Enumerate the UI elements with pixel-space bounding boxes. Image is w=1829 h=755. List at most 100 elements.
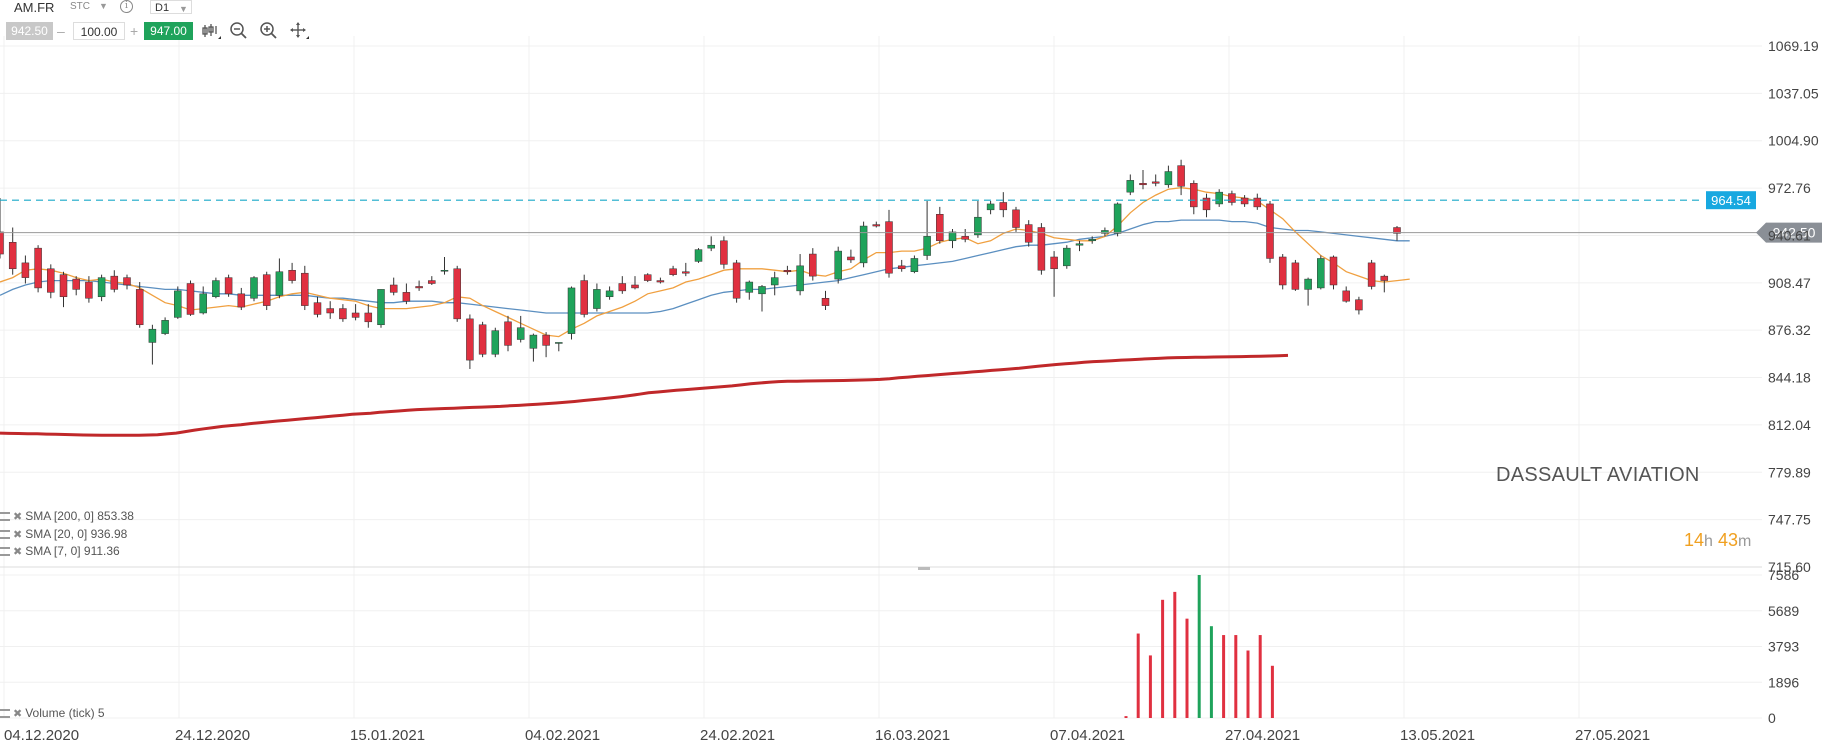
indicator-volume[interactable]: ✖ Volume (tick) 5 <box>0 706 105 720</box>
timeframe-select[interactable]: D1 ▼ <box>150 0 192 14</box>
indicator-label: SMA [20, 0] 936.98 <box>25 527 128 541</box>
candle-body <box>1215 191 1223 205</box>
time-tick-label: 04.12.2020 <box>4 727 79 744</box>
candle-body <box>301 272 309 306</box>
sma-20-layer <box>0 219 1410 314</box>
quantity-input[interactable]: 100.00 <box>73 22 125 40</box>
candle-body <box>1304 278 1312 290</box>
candle-body <box>212 280 220 298</box>
candle-body <box>402 292 411 302</box>
candle-body <box>161 320 169 334</box>
volume-bar <box>1270 665 1274 718</box>
candle-body <box>1164 171 1173 186</box>
candle-body <box>389 284 398 293</box>
candle-body <box>288 269 296 281</box>
candle-body <box>1113 203 1122 234</box>
candle-body <box>897 265 906 270</box>
candle-body <box>148 328 157 343</box>
close-icon[interactable]: ✖ <box>13 529 23 541</box>
candle-body <box>809 253 817 277</box>
settings-icon[interactable] <box>0 530 10 540</box>
candle-body <box>859 225 868 264</box>
zoom-in-icon[interactable] <box>258 20 280 42</box>
candle-body <box>770 277 779 286</box>
candle-body <box>669 268 677 275</box>
candle-body <box>313 302 322 315</box>
candle-body <box>758 286 766 295</box>
symbol-label[interactable]: AM.FR <box>14 0 55 15</box>
candle-body <box>1228 193 1236 203</box>
close-icon[interactable]: ✖ <box>13 511 23 523</box>
candle-body <box>364 312 373 323</box>
market-dropdown-icon[interactable]: ▼ <box>99 1 108 11</box>
settings-icon[interactable] <box>0 512 10 522</box>
zoom-out-icon[interactable] <box>228 20 250 42</box>
candle-body <box>1393 227 1401 234</box>
candle-body <box>174 290 182 318</box>
candle-body <box>262 274 271 306</box>
settings-icon[interactable] <box>0 547 10 557</box>
candle-body <box>1317 258 1325 289</box>
candle-body <box>529 334 538 349</box>
candle-body <box>847 256 855 261</box>
candle-body <box>1177 165 1185 187</box>
candle-body <box>732 262 741 299</box>
candle-body <box>110 275 119 290</box>
close-icon[interactable]: ✖ <box>13 708 23 720</box>
candle-body <box>682 271 690 274</box>
candle-body <box>923 236 931 256</box>
candle-body <box>1050 256 1058 270</box>
timer-hours: 14 <box>1684 530 1705 550</box>
crosshair-icon[interactable] <box>288 20 310 42</box>
buy-price-button[interactable]: 947.00 <box>144 22 193 40</box>
candle-body <box>1253 197 1262 208</box>
price-tick-label: 876.32 <box>1768 322 1811 338</box>
price-tick-label: 908.47 <box>1768 275 1811 291</box>
candle-body <box>351 312 360 318</box>
time-tick-label: 04.02.2021 <box>525 727 600 744</box>
candle-body <box>631 284 639 289</box>
indicator-sma-200[interactable]: ✖ SMA [200, 0] 853.38 <box>0 509 134 523</box>
candle-body <box>377 289 385 326</box>
timer-minutes-unit: m <box>1737 533 1752 550</box>
candle-body <box>986 203 995 211</box>
volume-bar <box>1148 655 1152 718</box>
candle-body <box>199 293 207 314</box>
candle-body <box>948 231 957 242</box>
candle-body <box>491 330 500 355</box>
indicator-sma-7[interactable]: ✖ SMA [7, 0] 911.36 <box>0 544 120 558</box>
candle-body <box>224 277 233 295</box>
candle-body <box>0 231 4 255</box>
market-label: STC <box>70 1 90 12</box>
chart-type-icon[interactable] <box>200 20 222 42</box>
price-tick-label: 747.75 <box>1768 512 1811 528</box>
candle-body <box>59 274 68 298</box>
volume-tick-label: 0 <box>1768 710 1776 726</box>
candle-body <box>1190 183 1198 208</box>
candle-body <box>72 278 80 290</box>
decrease-quantity-button[interactable]: – <box>57 23 65 39</box>
candle-body <box>440 269 449 272</box>
close-icon[interactable]: ✖ <box>13 546 23 558</box>
current-price-label: 942.50 <box>1773 225 1816 241</box>
increase-quantity-button[interactable]: + <box>130 23 139 39</box>
candle-body <box>720 240 728 265</box>
axes: 1069.19 1037.05 1004.90 972.76 940.61 908.47 8… <box>4 38 1819 744</box>
candle-body <box>8 241 17 270</box>
candle-body <box>834 250 842 280</box>
candle-body <box>707 244 715 249</box>
indicator-sma-20[interactable]: ✖ SMA [20, 0] 936.98 <box>0 527 127 541</box>
volume-bar <box>1258 635 1262 718</box>
candle-body <box>1101 230 1109 234</box>
candle-body <box>339 308 347 320</box>
sma-7-line <box>0 187 1410 338</box>
settings-icon[interactable] <box>0 709 10 719</box>
info-icon[interactable]: i <box>120 0 133 13</box>
volume-bar <box>1185 618 1189 718</box>
candle-body <box>21 262 30 278</box>
indicator-label: SMA [7, 0] 911.36 <box>25 544 120 558</box>
sell-price-button[interactable]: 942.50 <box>6 22 53 40</box>
time-tick-label: 27.04.2021 <box>1225 727 1300 744</box>
candle-body <box>936 214 944 242</box>
